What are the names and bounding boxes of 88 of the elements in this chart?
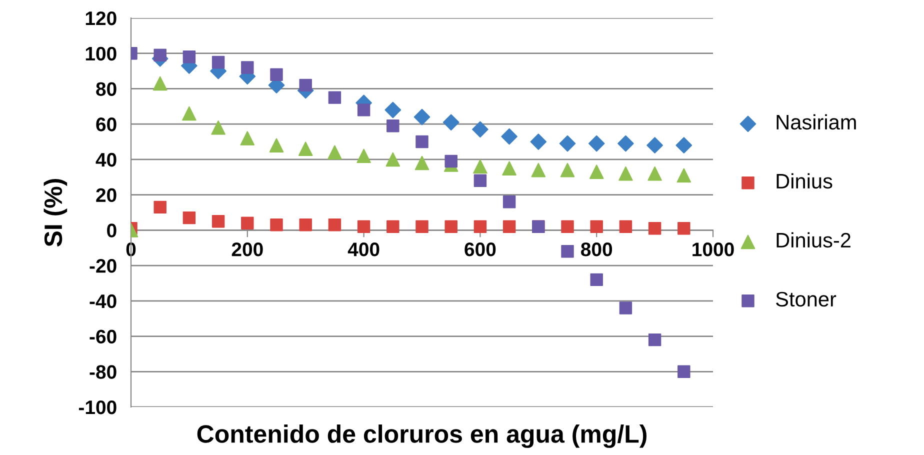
point — [531, 162, 546, 178]
point — [241, 216, 254, 230]
point — [386, 152, 400, 167]
point — [182, 106, 196, 121]
y-tick-label: 120 — [86, 11, 116, 26]
point — [473, 159, 488, 174]
point — [502, 196, 516, 208]
point — [357, 220, 370, 234]
point — [678, 222, 690, 235]
point — [386, 119, 400, 132]
point — [241, 61, 254, 74]
point — [212, 214, 225, 228]
point — [442, 114, 460, 130]
point — [618, 135, 634, 152]
y-tick-label: 40 — [96, 152, 116, 167]
y-tick-label: 20 — [96, 188, 116, 202]
point — [154, 48, 166, 62]
y-tick-label: -100 — [78, 400, 116, 414]
y-tick-label: -20 — [90, 259, 116, 273]
y-tick-label: 80 — [96, 82, 116, 96]
point — [561, 220, 574, 234]
point — [152, 76, 168, 91]
y-axis-title: SI (%) — [44, 179, 68, 247]
point — [590, 273, 603, 286]
point — [502, 161, 516, 176]
point — [501, 128, 518, 145]
point — [386, 220, 400, 234]
point — [676, 168, 692, 183]
point — [270, 68, 283, 81]
x-tick-label: 800 — [580, 242, 612, 256]
point — [648, 166, 662, 181]
legend-label: Dinius — [776, 173, 832, 189]
point — [676, 137, 692, 154]
y-tick-label: -40 — [90, 294, 116, 308]
point — [298, 142, 313, 156]
point — [154, 200, 166, 214]
point — [240, 131, 255, 146]
y-tick-label: -80 — [90, 365, 116, 379]
point — [414, 156, 430, 170]
point — [619, 220, 632, 234]
point — [328, 91, 342, 104]
point — [357, 104, 370, 116]
point — [328, 145, 342, 160]
point — [414, 108, 430, 126]
point — [619, 302, 632, 314]
point — [561, 245, 574, 258]
point — [618, 166, 633, 181]
point — [530, 134, 547, 150]
point — [299, 78, 312, 92]
y-tick-label: 0 — [107, 224, 116, 238]
point — [474, 174, 487, 188]
point — [648, 222, 662, 235]
point — [384, 102, 402, 118]
point — [299, 218, 312, 232]
point — [648, 333, 662, 346]
point — [588, 135, 605, 152]
point — [444, 154, 458, 168]
legend-label: Nasiriam — [776, 114, 856, 130]
point — [589, 164, 604, 179]
x-axis-title: Contenido de cloruros en agua (mg/L) — [197, 424, 646, 448]
point — [270, 218, 283, 232]
point — [472, 121, 488, 138]
y-tick-label: 60 — [96, 118, 116, 132]
point — [211, 120, 226, 135]
x-tick-label: 400 — [348, 242, 380, 256]
point — [590, 220, 603, 234]
point — [559, 135, 576, 152]
point — [678, 365, 690, 378]
point — [444, 220, 458, 234]
point — [502, 220, 516, 234]
point — [182, 211, 196, 224]
point — [269, 138, 284, 152]
point — [416, 135, 428, 148]
point — [416, 220, 428, 234]
point — [328, 218, 342, 232]
point — [356, 148, 371, 164]
legend-label: Stoner — [776, 292, 836, 307]
point — [182, 50, 196, 64]
x-tick-label: 200 — [232, 242, 263, 256]
point — [212, 56, 225, 69]
x-tick-label: 600 — [464, 242, 496, 256]
point — [474, 220, 487, 234]
point — [560, 162, 575, 178]
point — [646, 137, 663, 154]
y-tick-label: -60 — [90, 330, 116, 344]
y-tick-label: 100 — [86, 46, 116, 61]
legend-label: Dinius-2 — [776, 232, 850, 248]
x-tick-label: 1000 — [692, 242, 734, 256]
